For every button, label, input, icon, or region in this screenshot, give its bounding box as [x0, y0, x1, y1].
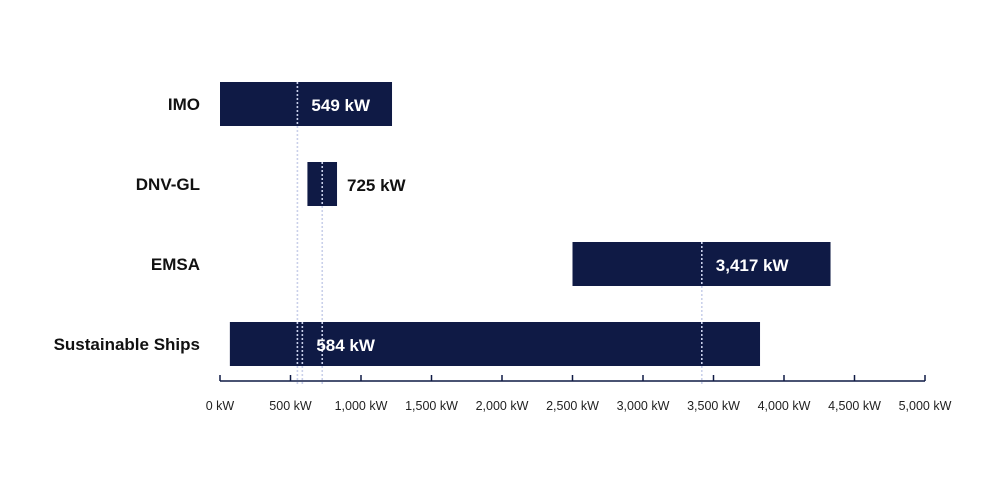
category-label-emsa: EMSA: [151, 255, 200, 274]
category-label-sustainable-ships: Sustainable Ships: [54, 335, 200, 354]
bars-group: [220, 82, 831, 366]
x-tick-label-3000: 3,000 kW: [617, 399, 670, 413]
x-tick-label-2500: 2,500 kW: [546, 399, 599, 413]
bar-imo: [220, 82, 393, 126]
value-label-imo: 549 kW: [311, 96, 371, 115]
x-axis: 0 kW 500 kW 1,000 kW 1,500 kW 2,000 kW 2,500 …: [206, 375, 952, 413]
bar-sustainable-ships: [229, 322, 761, 366]
category-label-imo: IMO: [168, 95, 200, 114]
x-tick-label-1000: 1,000 kW: [335, 399, 388, 413]
x-tick-label-500: 500 kW: [269, 399, 312, 413]
x-tick-label-0: 0 kW: [206, 399, 235, 413]
x-tick-label-3500: 3,500 kW: [687, 399, 740, 413]
x-tick-label-5000: 5,000 kW: [899, 399, 952, 413]
x-tick-label-4000: 4,000 kW: [758, 399, 811, 413]
median-markers-group: [296, 82, 703, 386]
value-label-sustainable-ships: 584 kW: [316, 336, 376, 355]
category-label-dnv-gl: DNV-GL: [136, 175, 200, 194]
x-tick-label-4500: 4,500 kW: [828, 399, 881, 413]
value-label-emsa: 3,417 kW: [716, 256, 790, 275]
category-labels-group: IMO DNV-GL EMSA Sustainable Ships: [54, 95, 200, 354]
x-tick-label-2000: 2,000 kW: [476, 399, 529, 413]
value-label-dnv-gl: 725 kW: [347, 176, 407, 195]
x-tick-label-1500: 1,500 kW: [405, 399, 458, 413]
value-labels-group: 549 kW 725 kW 3,417 kW 584 kW: [311, 96, 789, 355]
